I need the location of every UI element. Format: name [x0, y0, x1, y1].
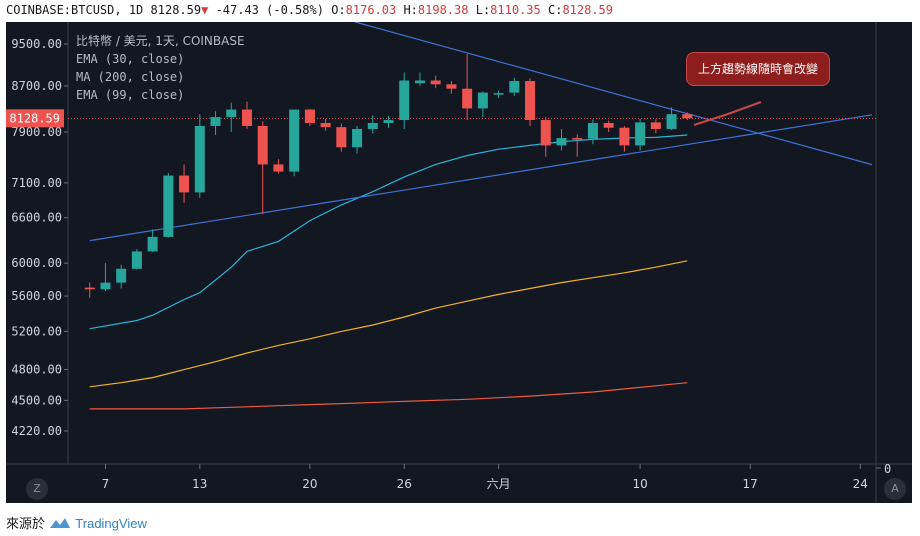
candle-body — [241, 109, 252, 126]
y-tick-label: 5600.00 — [11, 289, 62, 303]
candle-body — [84, 287, 95, 290]
y-tick-label: 8700.00 — [11, 79, 62, 93]
candle-body — [100, 282, 111, 290]
x-tick-label: 六月 — [487, 477, 511, 491]
zoom-button[interactable]: Z — [26, 478, 48, 500]
attribution-prefix: 來源於 — [6, 517, 46, 532]
price-change: -47.43 — [215, 3, 259, 17]
candle-body — [273, 164, 284, 172]
candle-body — [462, 88, 473, 109]
candle-body — [414, 80, 425, 84]
open-label: O: — [331, 3, 346, 17]
candle-body — [509, 81, 520, 93]
candle-body — [383, 120, 394, 123]
candle-body — [666, 114, 677, 129]
tradingview-brand[interactable]: TradingView — [75, 516, 147, 531]
candle-body — [540, 120, 551, 146]
candle-body — [352, 128, 363, 148]
interval: 1D — [128, 3, 144, 17]
high-label: H: — [403, 3, 418, 17]
candle-body — [304, 109, 315, 123]
legend-ma200[interactable]: MA (200, close) — [76, 70, 185, 84]
y-tick-label: 6600.00 — [11, 211, 62, 225]
close-label: C: — [547, 3, 563, 17]
x-tick-label: 20 — [302, 477, 317, 491]
x-tick-label: 17 — [743, 477, 758, 491]
high-value: 8198.38 — [417, 3, 469, 17]
change-arrow-icon: ▼ — [201, 3, 209, 17]
candle-body — [257, 125, 268, 165]
candle-body — [493, 93, 504, 95]
ema99-line — [89, 260, 688, 388]
y-tick-label: 4500.00 — [11, 393, 62, 407]
candle-body — [635, 122, 646, 146]
attribution: 來源於 TradingView — [6, 513, 147, 532]
y-tick-label: 7900.00 — [11, 125, 62, 139]
callout-annotation[interactable]: 上方趨勢線隨時會改變 — [686, 52, 830, 86]
annotation-arrow — [693, 101, 762, 126]
low-value: 8110.35 — [490, 3, 541, 17]
ma200-line — [89, 382, 688, 410]
x-tick-label: 7 — [102, 477, 110, 491]
candle-body — [619, 127, 630, 146]
ema30-line — [89, 134, 688, 330]
close-value: 8128.59 — [562, 3, 614, 17]
trendline-upper — [354, 22, 873, 166]
candle-body — [194, 125, 205, 193]
candlestick-chart[interactable]: 4220.00 4500.00 4800.00 5200.00 5600.00 6000.… — [6, 22, 912, 503]
last-price-label: 8128.59 — [9, 111, 60, 125]
price-change-pct: (-0.58%) — [266, 3, 324, 17]
legend-title: 比特幣 / 美元, 1天, COINBASE — [76, 34, 245, 48]
candle-body — [147, 236, 158, 252]
open-value: 8176.03 — [345, 3, 397, 17]
candle-body — [572, 138, 583, 140]
x-tick-label: 24 — [853, 477, 868, 491]
candle-body — [116, 268, 127, 283]
symbol-name: COINBASE:BTCUSD — [6, 3, 115, 17]
candle-body — [226, 109, 237, 118]
candle-body — [163, 175, 174, 237]
x-tick-label: 26 — [397, 477, 412, 491]
auto-scale-button[interactable]: A — [884, 478, 906, 500]
candle-body — [320, 122, 331, 128]
candle-body — [179, 175, 190, 193]
candle-body — [446, 84, 457, 89]
candle-body — [650, 122, 661, 129]
x-tick-label: 10 — [632, 477, 647, 491]
y-tick-label: 4220.00 — [11, 424, 62, 438]
low-label: L: — [475, 3, 491, 17]
candle-body — [430, 80, 441, 85]
legend-ema99[interactable]: EMA (99, close) — [76, 88, 185, 102]
tradingview-logo-icon[interactable] — [49, 517, 75, 532]
y-tick-label: 7100.00 — [11, 176, 62, 190]
candle-body — [556, 138, 567, 146]
trendline-lower — [89, 114, 873, 242]
candle-body — [210, 117, 221, 126]
volume-axis-label: 0 — [884, 462, 891, 476]
x-tick-label: 13 — [192, 477, 207, 491]
y-tick-label: 6000.00 — [11, 256, 62, 270]
candle-body — [525, 81, 536, 121]
candle-body — [587, 122, 598, 139]
chart-legend: 比特幣 / 美元, 1天, COINBASE EMA (30, close) M… — [76, 32, 245, 104]
candle-body — [603, 122, 614, 128]
y-tick-label: 4800.00 — [11, 363, 62, 377]
symbol-header: COINBASE:BTCUSD, 1D 8128.59▼ -47.43 (-0.… — [6, 3, 614, 17]
chart-frame[interactable]: 4220.00 4500.00 4800.00 5200.00 5600.00 6000.… — [6, 22, 912, 503]
y-tick-label: 5200.00 — [11, 324, 62, 338]
candle-body — [289, 109, 300, 172]
y-tick-label: 9500.00 — [11, 37, 62, 51]
candle-body — [399, 80, 410, 121]
candle-body — [336, 127, 347, 148]
last-price-badge — [6, 109, 64, 128]
last-price: 8128.59 — [150, 3, 202, 17]
candle-body — [367, 122, 378, 129]
candle-body — [131, 251, 142, 269]
candle-body — [477, 92, 488, 109]
candle-body — [682, 114, 693, 119]
legend-ema30[interactable]: EMA (30, close) — [76, 52, 185, 66]
